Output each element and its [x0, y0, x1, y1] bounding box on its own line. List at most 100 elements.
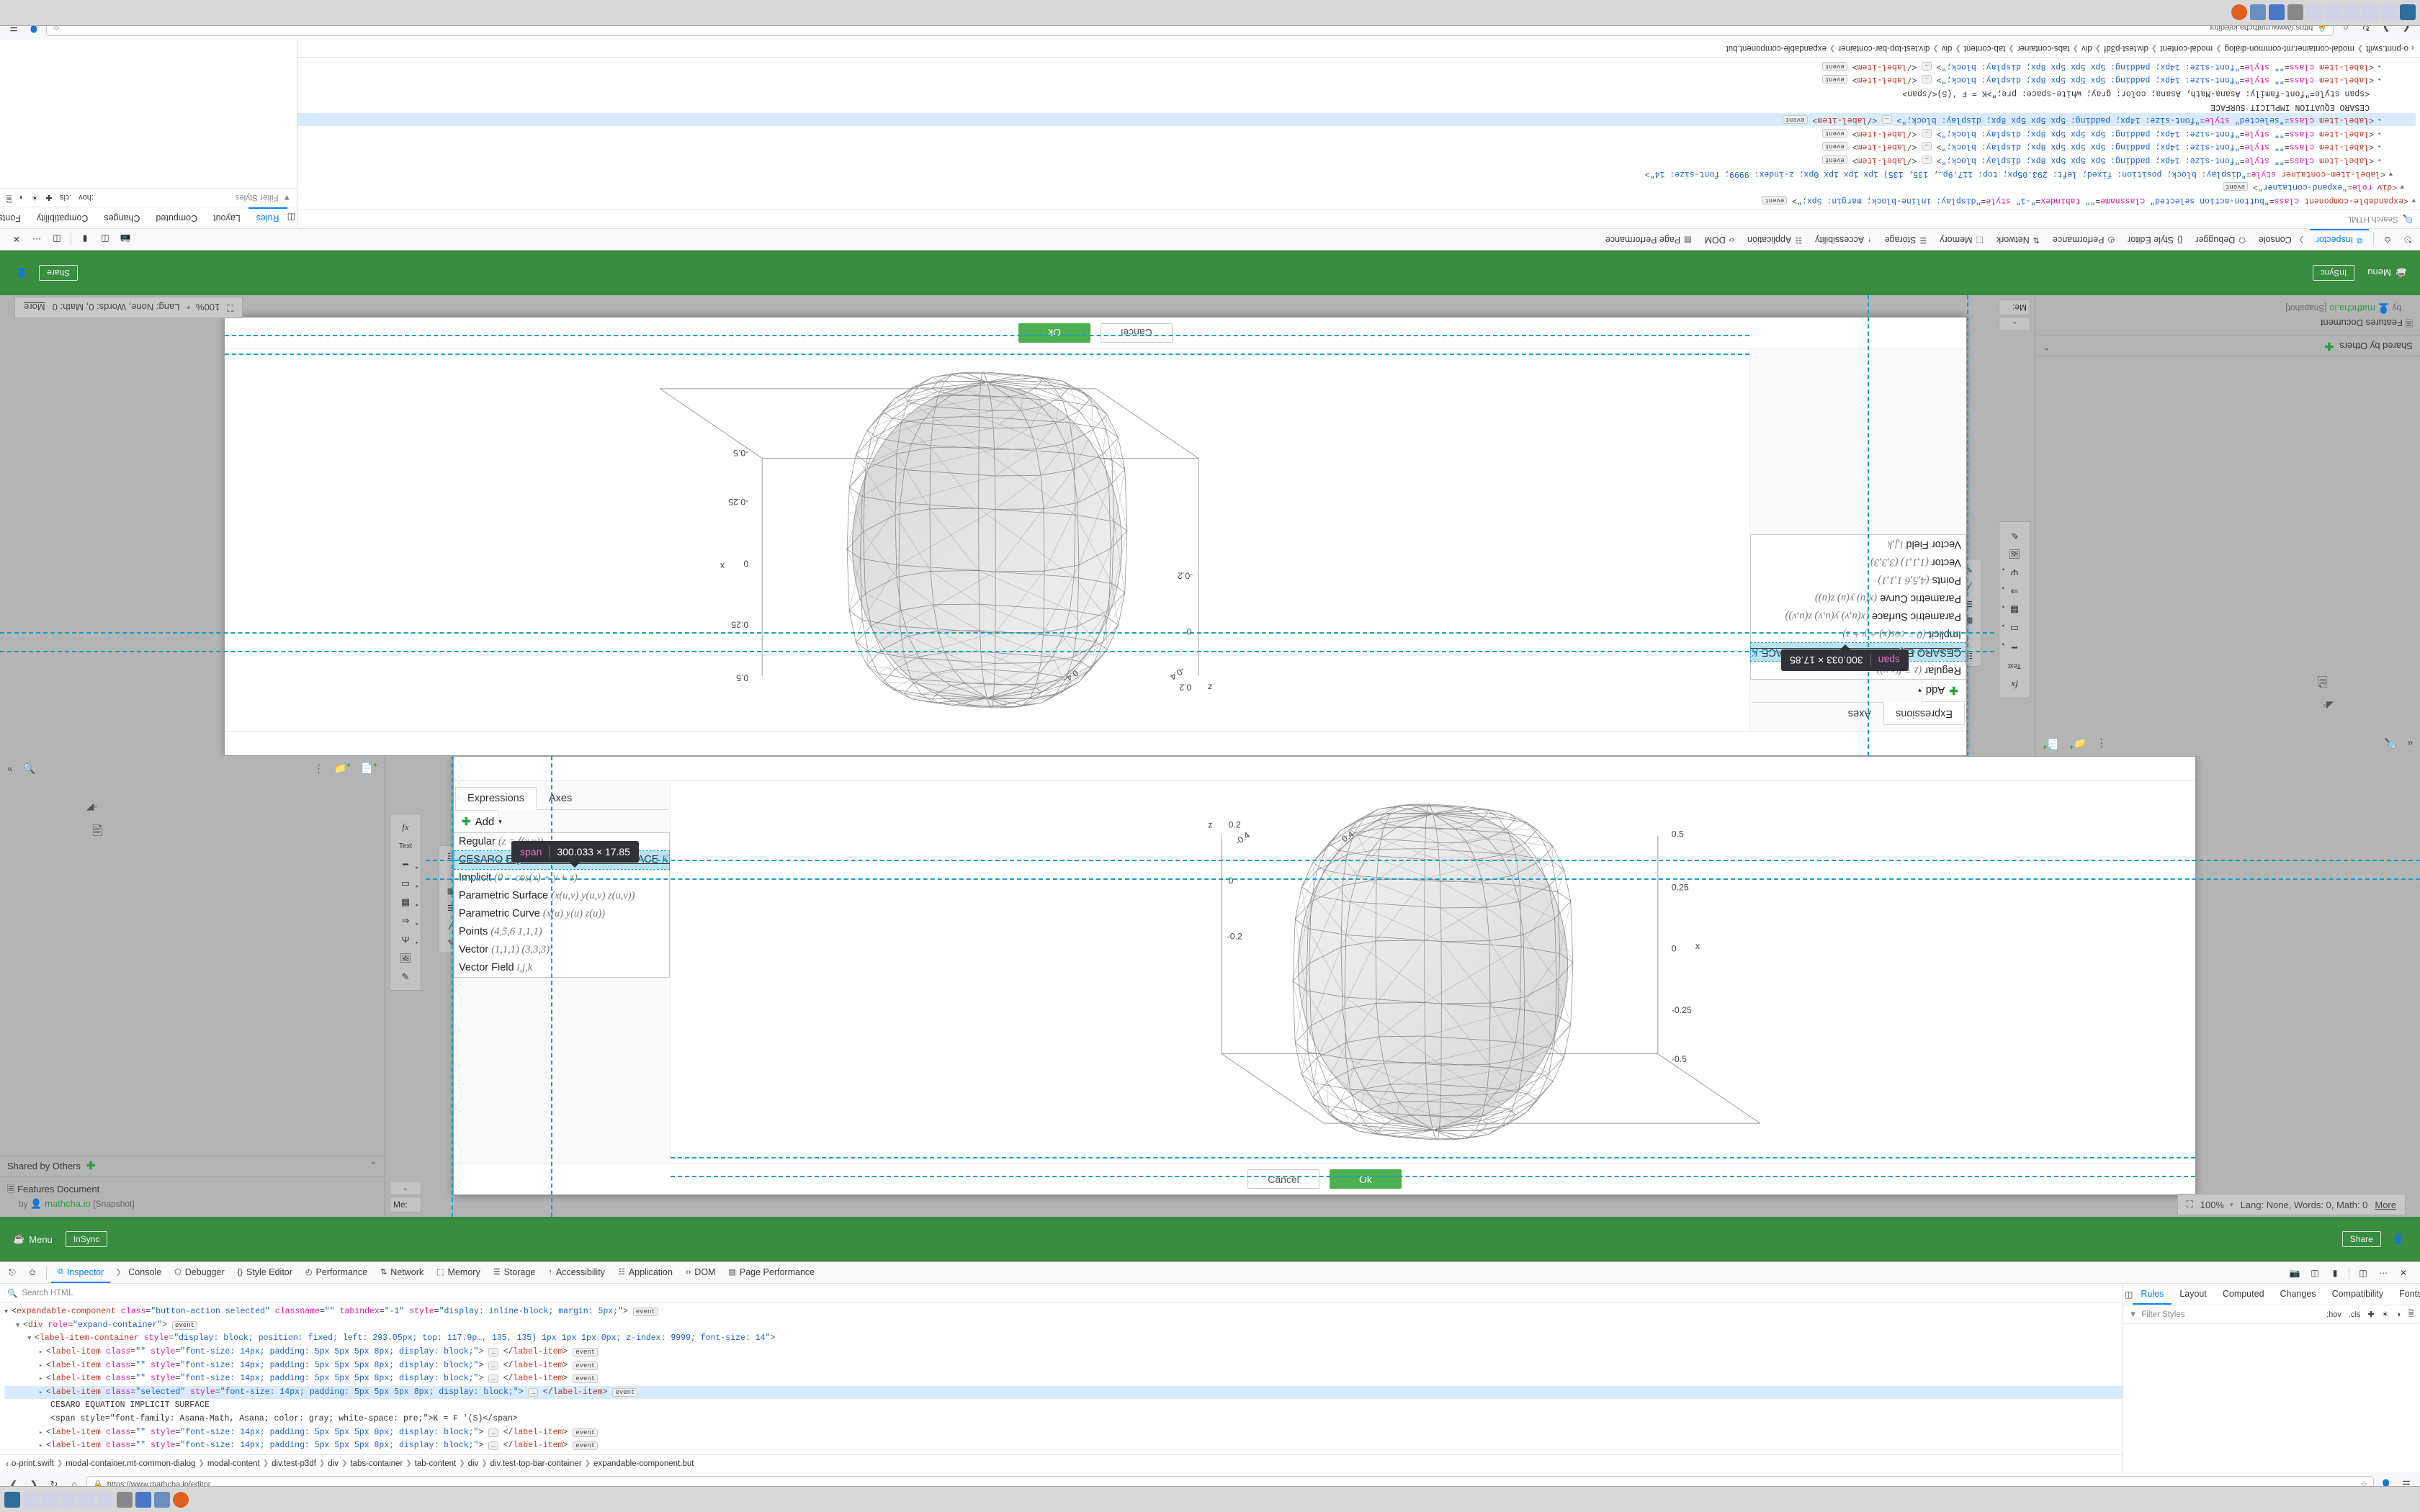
breadcrumb-item[interactable]: expandable-component.but	[593, 1459, 694, 1468]
markup-attr-name[interactable]: style	[409, 1307, 434, 1316]
expression-item-4[interactable]: Parametric Curve (x(u) y(u) z(u))	[454, 905, 669, 923]
more-icon[interactable]: ⋮	[313, 762, 324, 774]
function-plot-icon[interactable]: Ψ ▸	[401, 934, 418, 946]
devtools-tab-page-performance[interactable]: ▤ Page Performance	[722, 1262, 821, 1283]
expression-type-list[interactable]: Regular (z = f(x,y))CESARO EQUATION IMPL…	[454, 832, 704, 978]
markup-attr-value[interactable]: "button-action selected"	[2150, 196, 2269, 205]
image-icon[interactable]: 🖼	[399, 953, 412, 963]
markup-attr-value[interactable]: ""	[2274, 156, 2285, 166]
plus-icon[interactable]: ✚	[86, 1160, 96, 1173]
screenshot-icon[interactable]: 📷	[2289, 1267, 2300, 1278]
breadcrumb-item[interactable]: modal-container.mt-common-dialog	[2224, 44, 2354, 53]
twisty-icon[interactable]: ▸	[2377, 129, 2381, 137]
event-badge[interactable]: event	[573, 1361, 599, 1370]
pencil-icon[interactable]: ✎	[447, 938, 454, 948]
breadcrumb-item[interactable]: modal-content	[2160, 44, 2213, 53]
event-badge[interactable]: event	[1821, 128, 1847, 138]
print-media-icon[interactable]: 🗎	[6, 194, 12, 202]
collapse-me-icon[interactable]: ⌄	[390, 1181, 421, 1195]
class-toggle[interactable]: .cls	[59, 193, 72, 202]
twisty-icon[interactable]: ▼	[16, 1321, 20, 1329]
class-toggle[interactable]: .cls	[2348, 1310, 2361, 1319]
save-icon[interactable]	[2269, 4, 2285, 21]
fullscreen-icon[interactable]: ⛶	[2186, 1199, 2193, 1210]
ellipsis-icon[interactable]: …	[1922, 142, 1932, 151]
markup-attr-name[interactable]: class	[105, 1374, 131, 1384]
breadcrumb-item[interactable]: o-print.swift	[12, 1459, 54, 1468]
insync-button[interactable]: InSync	[65, 1231, 108, 1247]
breadcrumb-item[interactable]: modal-content	[207, 1459, 260, 1468]
markup-attr-name[interactable]: style	[150, 1441, 176, 1451]
markup-attr-value[interactable]: "font-size: 14px; padding: 5px 5px 5px 8…	[180, 1360, 479, 1370]
markup-attr-value[interactable]: "font-size: 14px; padding: 5px 5px 5px 8…	[1941, 75, 2240, 85]
ellipsis-icon[interactable]: …	[488, 1361, 498, 1370]
share-button[interactable]: Share	[2341, 1231, 2381, 1247]
cancel-button[interactable]: Cancel	[1101, 323, 1173, 343]
more-link[interactable]: More	[2375, 1199, 2396, 1210]
close-icon[interactable]: ✕	[2399, 1267, 2408, 1278]
expression-item-3[interactable]: Parametric Surface (x(u,v) y(u,v) z(u,v)…	[1751, 607, 1966, 625]
rules-content[interactable]	[0, 40, 297, 188]
filter-styles-placeholder[interactable]: Filter Styles	[2141, 1310, 2185, 1319]
markup-attr-name[interactable]: classname	[274, 1307, 320, 1316]
line-icon[interactable]: ━ ▸	[2002, 642, 2017, 653]
breadcrumb-scroll-left[interactable]: ‹	[2411, 43, 2414, 54]
event-badge[interactable]: event	[573, 1441, 599, 1451]
ellipsis-icon[interactable]: …	[1922, 128, 1932, 138]
reload-icon[interactable]: ↻	[50, 1478, 58, 1490]
markup-attr-value[interactable]: "button-action selected"	[151, 1307, 270, 1316]
plot3d-surface[interactable]: 0.5 0.25 0 -0.25 -0.5 x z y	[225, 349, 1749, 731]
markup-attr-name[interactable]: class	[2289, 75, 2315, 85]
firefox-icon[interactable]	[2231, 4, 2247, 21]
markup-attr-value[interactable]: "font-size: 14px; padding: 5px 5px 5px 8…	[1941, 61, 2240, 71]
rectangle-icon[interactable]: ▭ ▸	[400, 878, 418, 889]
tab-axes[interactable]: Axes	[548, 793, 573, 804]
markup-line[interactable]: CESARO EQUATION IMPLICIT SURFACE	[4, 1399, 2123, 1413]
twisty-icon[interactable]: ▼	[4, 1308, 9, 1315]
devtools-tab-console[interactable]: 〉 Console	[110, 1262, 168, 1283]
expression-item-7[interactable]: Vector Field i,j,k	[454, 959, 669, 977]
markup-line[interactable]: ▸<label-item class="selected" style="fon…	[4, 1385, 2123, 1400]
markup-attr-value[interactable]: "font-size: 14px; padding: 5px 5px 5px 8…	[1941, 156, 2240, 166]
snap-icon[interactable]: ☷	[447, 852, 454, 861]
home-icon[interactable]: ⌂	[71, 1479, 77, 1490]
hamburger-menu-icon[interactable]: ☰	[2402, 1478, 2411, 1490]
markup-attr-value[interactable]: "font-size: 14px; padding: 5px 5px 5px 8…	[1901, 115, 2200, 125]
event-badge[interactable]: event	[612, 1387, 638, 1397]
shared-doc-author[interactable]: mathcha.io	[45, 1197, 91, 1209]
zoom-select[interactable]: 100% ▾	[2200, 1200, 2233, 1210]
markup-attr-value[interactable]: "selected"	[2234, 115, 2285, 125]
devtools-tab-memory[interactable]: ⬚ Memory	[430, 1262, 487, 1283]
event-badge[interactable]: event	[573, 1374, 599, 1384]
breadcrumb-item[interactable]: div.test-top-bar-container	[1838, 44, 1930, 53]
responsive-design-mode-icon[interactable]: ⎒	[2384, 235, 2391, 245]
devtools-tab-debugger[interactable]: ⬠ Debugger	[2189, 229, 2251, 250]
more-options-icon[interactable]: ⋯	[2379, 1267, 2388, 1278]
expression-item-6[interactable]: Vector (1,1,1) (3,3,3)	[454, 941, 669, 959]
twisty-icon[interactable]: ▸	[2377, 143, 2381, 150]
search-icon[interactable]: 🔍	[22, 762, 36, 774]
ellipsis-icon[interactable]: …	[488, 1347, 498, 1356]
devtools-tab-accessibility[interactable]: ↑ Accessibility	[542, 1262, 611, 1283]
breadcrumb[interactable]: ‹ o-print.swift ❯ modal-container.mt-common…	[297, 40, 2420, 58]
rules-tab-computed[interactable]: Computed	[2222, 1288, 2264, 1299]
zoom-select[interactable]: 100% ▾	[187, 302, 220, 313]
line-icon[interactable]: ━ ▸	[403, 859, 418, 870]
markup-attr-value[interactable]: "font-size: 14px; padding: 5px 5px 5px 8…	[1941, 142, 2240, 152]
shared-item[interactable]: 🗏 Features Document by 👤 mathcha.io [Sna…	[2035, 295, 2420, 336]
markup-attr-value[interactable]: ""	[135, 1374, 146, 1384]
more-options-icon[interactable]: ⋯	[32, 234, 41, 245]
markup-attr-value[interactable]: ""	[2274, 61, 2285, 71]
twisty-icon[interactable]: ▸	[39, 1388, 43, 1396]
plot-area[interactable]: 0.5 0.25 0 -0.25 -0.5 x z y	[670, 781, 2195, 1177]
twisty-icon[interactable]: ▸	[2377, 116, 2381, 124]
markup-attr-name[interactable]: class	[2289, 142, 2315, 152]
devtools-tab-application[interactable]: ☷ Application	[1741, 229, 1809, 250]
devtools-tab-memory[interactable]: ⬚ Memory	[1933, 229, 1990, 250]
devtools-tab-network[interactable]: ⇅ Network	[1990, 229, 2046, 250]
ellipsis-icon[interactable]: …	[1882, 115, 1892, 125]
ok-button[interactable]: Ok	[1018, 323, 1090, 343]
markup-attr-name[interactable]: style	[150, 1427, 176, 1437]
tab-axes[interactable]: Axes	[1847, 708, 1872, 719]
breadcrumb-item[interactable]: tab-content	[1963, 44, 2006, 53]
